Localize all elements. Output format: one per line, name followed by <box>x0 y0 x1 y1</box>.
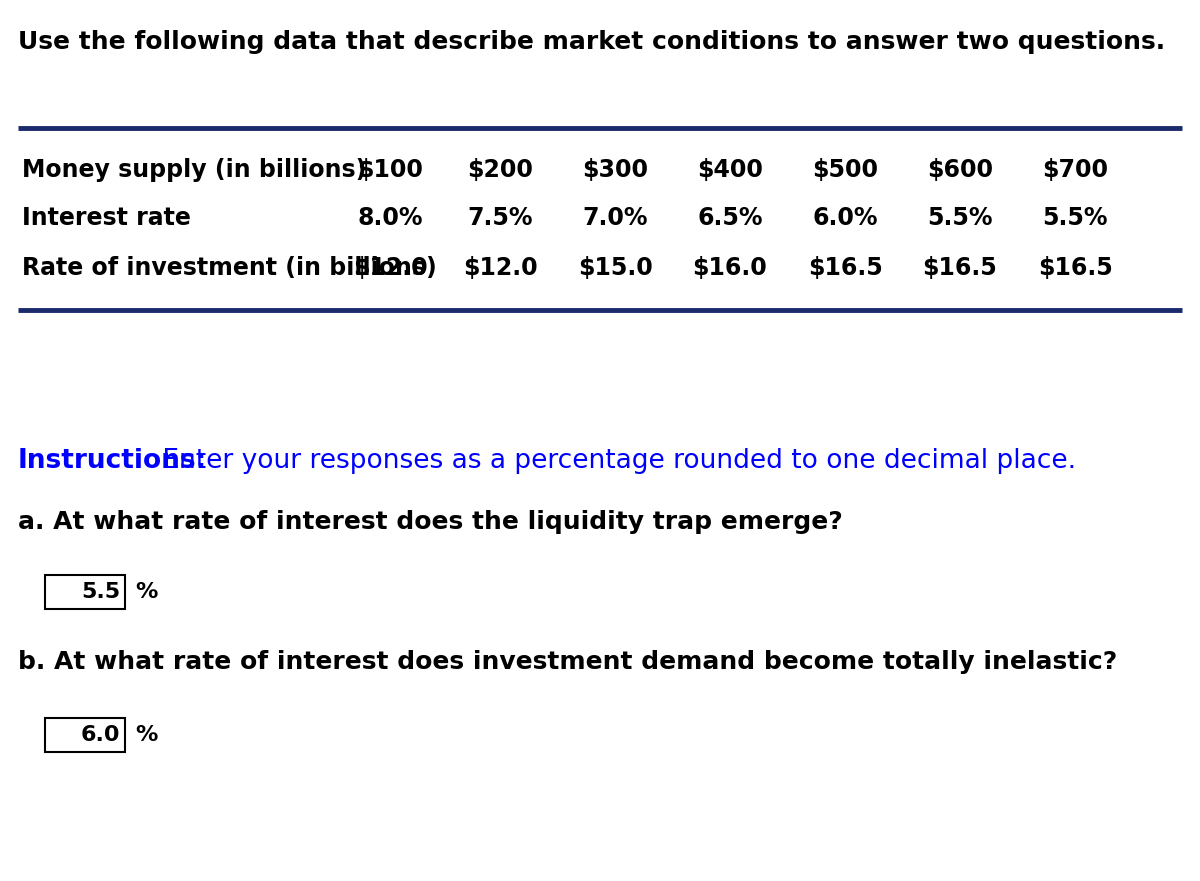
Text: $15.0: $15.0 <box>577 256 653 280</box>
Bar <box>46 718 125 752</box>
Bar <box>46 575 125 609</box>
Text: Interest rate: Interest rate <box>22 206 191 230</box>
Text: $16.0: $16.0 <box>692 256 767 280</box>
Text: 7.0%: 7.0% <box>582 206 648 230</box>
Text: b. At what rate of interest does investment demand become totally inelastic?: b. At what rate of interest does investm… <box>18 650 1117 674</box>
Text: Rate of investment (in billions): Rate of investment (in billions) <box>22 256 437 280</box>
Text: a. At what rate of interest does the liquidity trap emerge?: a. At what rate of interest does the liq… <box>18 510 842 534</box>
Text: $700: $700 <box>1042 158 1108 182</box>
Text: $100: $100 <box>358 158 422 182</box>
Text: 8.0%: 8.0% <box>358 206 422 230</box>
Text: $16.5: $16.5 <box>808 256 882 280</box>
Text: $16.5: $16.5 <box>923 256 997 280</box>
Text: Use the following data that describe market conditions to answer two questions.: Use the following data that describe mar… <box>18 30 1165 54</box>
Text: $500: $500 <box>812 158 878 182</box>
Text: $600: $600 <box>928 158 994 182</box>
Text: $12.0: $12.0 <box>463 256 538 280</box>
Text: 5.5%: 5.5% <box>1043 206 1108 230</box>
Text: %: % <box>134 582 157 602</box>
Text: 6.0: 6.0 <box>80 725 120 745</box>
Text: 6.0%: 6.0% <box>812 206 877 230</box>
Text: Money supply (in billions): Money supply (in billions) <box>22 158 366 182</box>
Text: $12.0: $12.0 <box>353 256 427 280</box>
Text: $16.5: $16.5 <box>1038 256 1112 280</box>
Text: 5.5: 5.5 <box>80 582 120 602</box>
Text: 7.5%: 7.5% <box>467 206 533 230</box>
Text: $200: $200 <box>467 158 533 182</box>
Text: Enter your responses as a percentage rounded to one decimal place.: Enter your responses as a percentage rou… <box>155 448 1076 474</box>
Text: Instructions:: Instructions: <box>18 448 208 474</box>
Text: %: % <box>134 725 157 745</box>
Text: $400: $400 <box>697 158 763 182</box>
Text: 6.5%: 6.5% <box>697 206 763 230</box>
Text: 5.5%: 5.5% <box>928 206 992 230</box>
Text: $300: $300 <box>582 158 648 182</box>
